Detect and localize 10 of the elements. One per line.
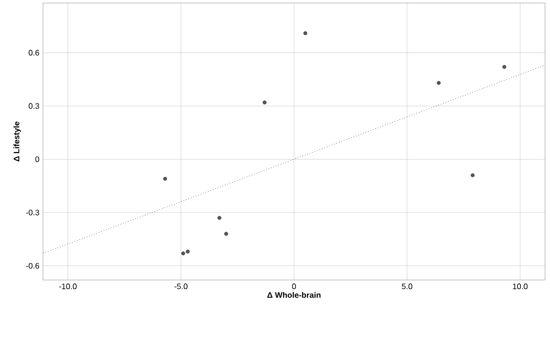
point <box>186 250 190 254</box>
point <box>470 173 475 178</box>
point <box>502 64 506 69</box>
point <box>436 80 441 85</box>
point <box>163 176 168 181</box>
point <box>224 232 228 236</box>
point <box>217 216 222 220</box>
point <box>303 31 308 36</box>
point <box>181 251 186 256</box>
point <box>262 100 267 104</box>
